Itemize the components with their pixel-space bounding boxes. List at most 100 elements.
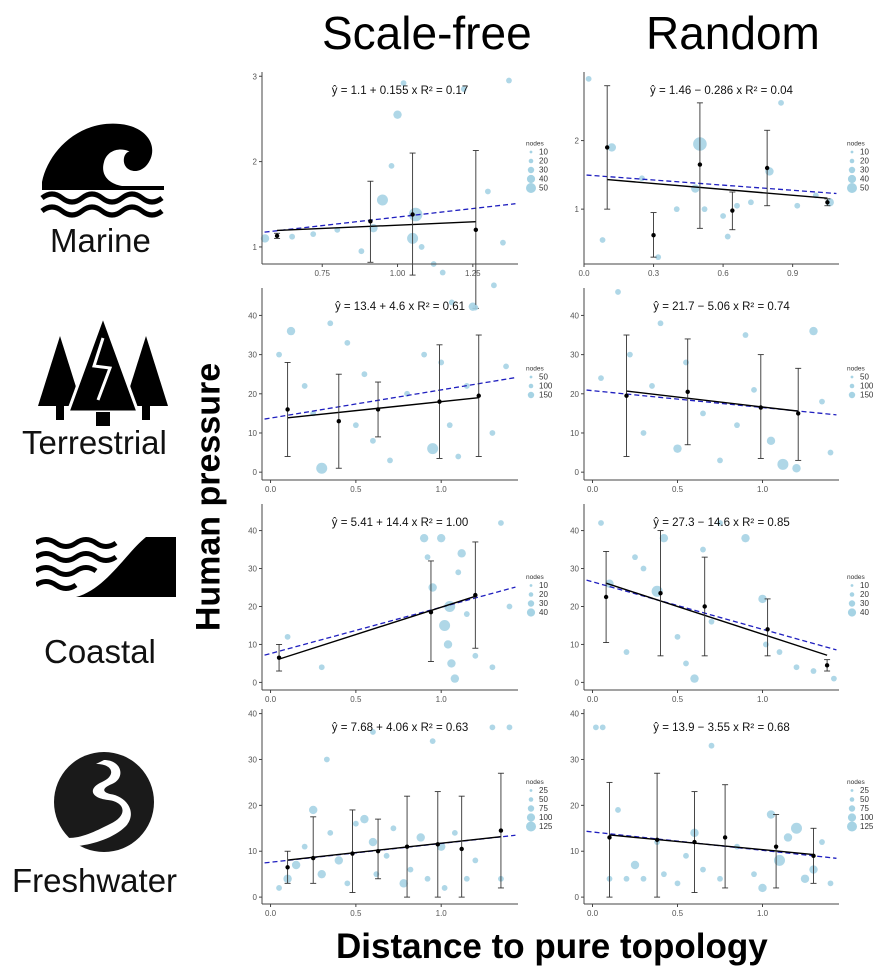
data-point	[623, 875, 630, 882]
regression-equation: ŷ = 21.7 − 5.06 x R² = 0.74	[653, 301, 790, 313]
binned-mean-point	[685, 389, 690, 395]
data-point	[472, 857, 479, 864]
binned-mean-point	[311, 855, 316, 861]
binned-mean-point	[410, 212, 415, 217]
legend-marker	[528, 158, 534, 164]
biome-label-marine: Marine	[50, 222, 151, 259]
legend-entry: 25	[539, 786, 548, 795]
data-point	[352, 422, 359, 429]
data-point	[387, 457, 393, 464]
legend-entry: 75	[539, 804, 548, 813]
binned-mean-point	[459, 846, 464, 852]
legend-entry: 20	[860, 590, 869, 599]
binned-mean-point	[428, 609, 434, 615]
legend-entry: 30	[539, 599, 548, 608]
data-point	[674, 633, 681, 640]
regression-equation: ŷ = 5.41 + 14.4 x R² = 1.00	[332, 517, 469, 529]
data-point	[472, 652, 479, 659]
data-point	[437, 533, 446, 543]
x-tick-label: 0.5	[672, 485, 684, 494]
data-point	[451, 829, 458, 836]
regression-equation: ŷ = 13.9 − 3.55 x R² = 0.68	[653, 722, 790, 734]
data-point	[460, 86, 467, 92]
legend-entry: 50	[860, 373, 869, 382]
y-tick-label: 2	[575, 137, 580, 146]
data-point	[734, 202, 740, 209]
data-point	[751, 871, 757, 878]
biome-label-freshwater: Freshwater	[12, 862, 178, 899]
legend-entry: 40	[860, 175, 869, 184]
legend-entry: 50	[539, 184, 548, 193]
legend-marker	[529, 375, 533, 379]
data-point	[472, 304, 479, 311]
data-point	[810, 668, 817, 674]
legend-marker	[526, 174, 536, 184]
data-point	[708, 742, 715, 749]
legend-entry: 75	[860, 804, 869, 813]
binned-mean-point	[825, 200, 830, 205]
x-tick-label: 0.5	[350, 485, 362, 494]
data-point	[607, 143, 617, 152]
data-point	[630, 860, 640, 870]
legend-entry: 30	[860, 599, 869, 608]
data-point	[289, 233, 296, 240]
regression-equation: ŷ = 1.46 − 0.286 x R² = 0.04	[650, 85, 793, 97]
binned-mean-point	[435, 842, 440, 847]
pine-trees-icon	[38, 316, 168, 426]
y-tick-label: 40	[248, 527, 257, 536]
x-tick-label: 0.5	[672, 909, 684, 918]
dashed-fit-line	[264, 586, 516, 656]
data-point	[276, 351, 282, 358]
legend-entry: 10	[539, 148, 548, 157]
data-point	[717, 875, 723, 882]
data-point	[400, 80, 407, 86]
y-tick-label: 10	[248, 640, 257, 649]
data-point	[506, 603, 513, 610]
data-point	[368, 837, 378, 847]
data-point	[463, 611, 470, 617]
legend-marker	[849, 592, 855, 597]
binned-mean-point	[607, 835, 612, 840]
legend-entry: 30	[539, 166, 548, 175]
y-tick-label: 1	[253, 243, 258, 252]
legend-marker	[847, 821, 857, 832]
y-tick-label: 40	[248, 311, 257, 320]
x-tick-label: 0.6	[718, 269, 730, 278]
data-point	[700, 410, 706, 417]
data-point	[690, 674, 699, 683]
x-tick-label: 1.0	[436, 909, 448, 918]
y-tick-label: 20	[248, 801, 257, 810]
coast-icon	[36, 537, 176, 597]
chart-marine-scale-free: 0.75 1.00 1.25 1 2 3 ŷ = 1.1 + 0.155 x R² = 0.…	[253, 72, 548, 311]
data-point	[819, 398, 825, 405]
data-point	[327, 320, 334, 327]
fit-line	[607, 178, 828, 199]
y-tick-label: 0	[575, 468, 580, 477]
data-point	[318, 664, 325, 671]
wave-icon	[40, 123, 164, 218]
binned-mean-point	[773, 844, 779, 849]
data-point	[683, 852, 689, 859]
binned-mean-point	[476, 393, 481, 398]
data-point	[717, 520, 723, 526]
legend-marker	[529, 584, 533, 587]
binned-mean-point	[651, 233, 656, 238]
data-point	[585, 75, 592, 82]
data-point	[777, 458, 789, 470]
binned-mean-point	[350, 851, 355, 856]
data-point	[742, 332, 749, 338]
data-point	[623, 649, 630, 655]
legend-marker	[848, 805, 856, 812]
binned-mean-point	[285, 407, 290, 412]
binned-mean-point	[336, 419, 341, 424]
legend-entry: 30	[860, 166, 869, 175]
data-point	[407, 866, 414, 873]
data-point	[301, 843, 308, 850]
data-point	[276, 885, 282, 891]
legend-marker	[850, 375, 854, 379]
data-point	[455, 453, 462, 460]
x-tick-label: 0.0	[265, 909, 277, 918]
y-tick-label: 0	[253, 893, 258, 902]
